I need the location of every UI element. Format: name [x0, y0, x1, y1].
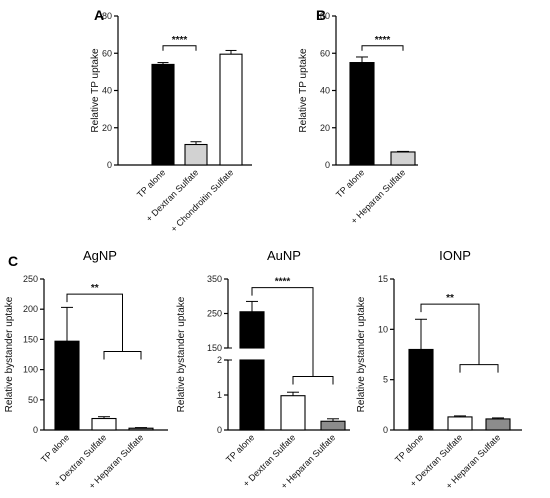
- bar: [320, 420, 346, 431]
- significance-label: ****: [172, 35, 188, 46]
- chart-aunp: AuNP 0 1 2 150 250 350 Relative bystander uptak…: [176, 248, 350, 491]
- bar: [219, 53, 243, 166]
- y-tick-label: 0: [107, 160, 112, 170]
- category-label: + Chondroitin Sulfate: [169, 167, 236, 234]
- y-tick-label: 0: [325, 160, 330, 170]
- bar: [447, 416, 473, 431]
- category-label: TP alone: [393, 432, 425, 464]
- significance-label: ****: [275, 277, 291, 288]
- significance-label: ****: [375, 35, 391, 46]
- category-label: TP alone: [224, 432, 256, 464]
- panel-letter: B: [316, 7, 326, 23]
- bar-lower-segment: [239, 359, 265, 431]
- panel-letter: C: [8, 253, 18, 269]
- y-tick-label: 80: [320, 11, 330, 21]
- category-label: TP alone: [39, 432, 71, 464]
- bar: [390, 151, 416, 166]
- y-axis-label: Relative bystander uptake: [4, 296, 15, 412]
- y-axis-label: Relative TP uptake: [298, 48, 309, 133]
- y-tick-label: 0: [217, 425, 222, 435]
- chart-title: AgNP: [83, 248, 117, 263]
- y-tick-label: 80: [102, 11, 112, 21]
- y-axis-label: Relative TP uptake: [90, 48, 101, 133]
- y-tick-label: 60: [102, 48, 112, 58]
- category-label: TP alone: [135, 167, 167, 199]
- y-tick-label: 250: [23, 274, 38, 284]
- significance-bracket: [66, 293, 123, 352]
- y-tick-label: 40: [102, 86, 112, 96]
- y-tick-label: 250: [207, 309, 222, 319]
- y-tick-label: 2: [217, 355, 222, 365]
- y-axis-label: Relative bystander uptake: [176, 296, 187, 412]
- bar: [91, 417, 117, 431]
- significance-bracket: [162, 45, 197, 51]
- significance-bracket: [361, 45, 404, 51]
- bar: [485, 418, 511, 431]
- bar: [239, 311, 265, 349]
- chart-title: IONP: [439, 248, 471, 263]
- chart-agnp: C AgNP 0 50 100 150 200 250 Relative bystander u…: [4, 248, 168, 491]
- y-tick-label: 100: [23, 365, 38, 375]
- y-tick-label: 50: [28, 395, 38, 405]
- group-bracket: [292, 375, 334, 385]
- y-tick-label: 60: [320, 48, 330, 58]
- y-tick-label: 0: [383, 425, 388, 435]
- y-tick-label: 150: [207, 343, 222, 353]
- bar: [151, 63, 175, 166]
- bar: [184, 143, 208, 166]
- y-axis-label: Relative bystander uptake: [356, 296, 367, 412]
- chart-title: AuNP: [267, 248, 301, 263]
- bar: [408, 348, 434, 431]
- significance-bracket: [251, 287, 314, 377]
- y-tick-label: 200: [23, 304, 38, 314]
- bar: [54, 340, 80, 431]
- y-tick-label: 1: [217, 390, 222, 400]
- group-bracket: [103, 350, 142, 360]
- y-tick-label: 150: [23, 334, 38, 344]
- y-tick-label: 15: [378, 274, 388, 284]
- significance-bracket: [420, 303, 480, 365]
- bar: [128, 427, 154, 431]
- y-tick-label: 20: [102, 123, 112, 133]
- bar: [349, 62, 375, 166]
- y-tick-label: 20: [320, 123, 330, 133]
- y-tick-label: 350: [207, 274, 222, 284]
- bar: [280, 395, 306, 431]
- y-tick-label: 5: [383, 375, 388, 385]
- panel-letter: A: [94, 7, 104, 23]
- significance-label: **: [91, 283, 99, 294]
- y-tick-label: 10: [378, 324, 388, 334]
- group-bracket: [459, 364, 499, 373]
- category-label: TP alone: [334, 167, 366, 199]
- significance-label: **: [446, 293, 454, 304]
- y-tick-label: 40: [320, 86, 330, 96]
- y-tick-label: 0: [33, 425, 38, 435]
- chart-ionp: IONP 0 5 10 15 Relative bystander uptake TP al…: [356, 248, 522, 491]
